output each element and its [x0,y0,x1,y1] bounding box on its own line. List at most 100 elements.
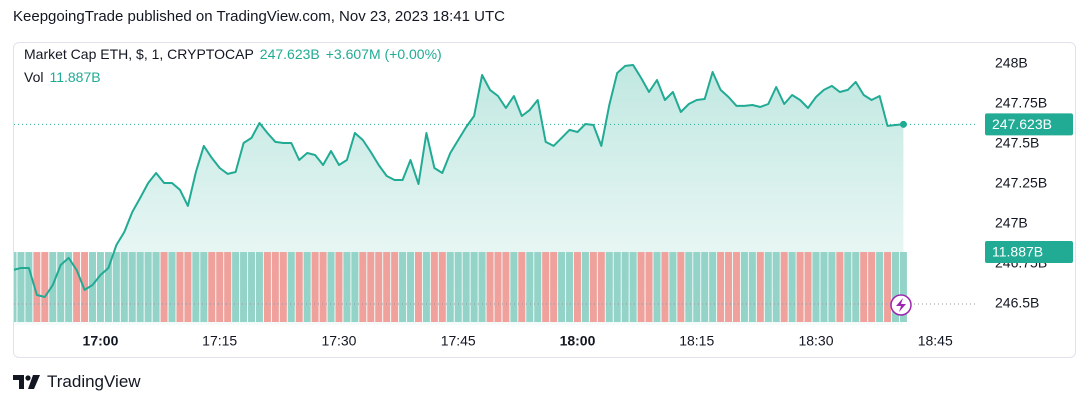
volume-bar [14,252,17,322]
volume-bar [152,252,160,322]
volume-bar [208,252,216,322]
volume-bar [136,252,144,322]
y-tick-label: 248B [995,55,1028,71]
y-tick-label: 246.5B [995,295,1039,311]
volume-bar [367,252,375,322]
volume-bar [796,252,804,322]
price-tag-label: 247.623B [992,116,1052,132]
volume-bar [645,252,653,322]
volume-bar [589,252,597,322]
volume-bar [566,252,574,322]
volume-bar [621,252,629,322]
x-tick-label: 18:15 [679,333,714,349]
volume-bar [89,252,96,322]
volume-bar [820,252,828,322]
volume-bar [73,252,81,322]
x-tick-label: 17:30 [321,333,356,349]
volume-bar [430,252,438,322]
volume-bar [128,252,136,322]
x-tick-label: 17:15 [202,333,237,349]
y-tick-label: 247.25B [995,175,1047,191]
volume-bar [200,252,208,322]
volume-bar [216,252,224,322]
volume-bar [112,252,120,322]
volume-bar [470,252,478,322]
volume-bar [677,252,685,322]
volume-bar [613,252,621,322]
volume-bar [581,252,589,322]
volume-bar [359,252,367,322]
volume-bar [518,252,526,322]
series-name: Market Cap ETH, $, 1, CRYPTOCAP [24,46,254,62]
header: KeepgoingTrade published on TradingView.… [13,8,505,25]
volume-bar [637,252,645,322]
volume-bar [414,252,422,322]
change: +3.607M (+0.00%) [325,46,442,62]
volume-bar [311,252,319,322]
y-tick-label: 247B [995,215,1028,231]
volume-bar [454,252,462,322]
volume-bar [756,252,764,322]
volume-bar [343,252,351,322]
last-point [899,120,907,128]
volume-bar [144,252,152,322]
alert-icon[interactable] [890,294,912,316]
volume-bar [550,252,558,322]
volume-last-value: 11.887B [49,69,101,85]
volume-bar [391,252,399,322]
volume-bar [422,252,430,322]
volume-bar [685,252,693,322]
volume-bar [279,252,287,322]
plot-area [14,64,907,325]
volume-bar [57,252,65,322]
volume-bar [192,252,200,322]
volume-bar [748,252,756,322]
volume-name: Vol [24,69,44,85]
price-tag [985,113,1073,136]
volume-bar [629,252,637,322]
price-line [14,64,904,298]
volume-bar [176,252,184,322]
volume-bar [836,252,844,322]
volume-bar [375,252,383,322]
volume-bar [701,252,709,322]
volume-bar [661,252,669,322]
volume-bar [335,252,343,322]
volume-bar [764,252,772,322]
volume-bar [184,252,192,322]
volume-bar [407,252,414,322]
volume-bar [892,252,899,322]
volume-bar [303,252,311,322]
volume-bar [327,252,335,322]
volume-bar [669,252,677,322]
volume-bar [263,252,271,322]
volume-bar [494,252,502,322]
volume-bar [255,252,263,322]
volume-bar [534,252,542,322]
volume-bar [558,252,566,322]
volume-bar [709,252,717,322]
volume-bar [717,252,725,322]
volume-bar [104,252,112,322]
volume-bar [868,252,876,322]
volume-bar [804,252,812,322]
volume-bar [240,252,248,322]
volume-bar [725,252,733,322]
x-tick-label: 18:30 [798,333,833,349]
volume-bar [788,252,796,322]
volume-bar [772,252,780,322]
x-tick-label: 17:00 [83,333,119,349]
volume-tag-label: 11.887B [992,244,1043,260]
volume-bar [319,252,327,322]
volume-bar [65,252,73,322]
volume-bar [232,252,240,322]
volume-bar [733,252,740,322]
y-tick-label: 247.5B [995,135,1039,151]
last-value: 247.623B [259,46,320,62]
volume-bar [876,252,884,322]
volume-bar [41,252,49,322]
x-tick-label: 17:45 [441,333,476,349]
volume-bar [542,252,550,322]
